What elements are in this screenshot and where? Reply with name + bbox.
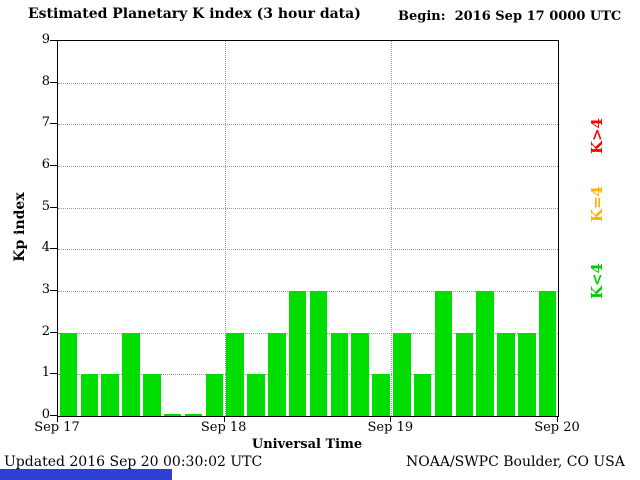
x-tick-mark [557, 416, 558, 422]
y-tick-mark [50, 415, 57, 416]
y-tick-mark [50, 81, 57, 83]
kp-bar [476, 291, 494, 416]
kp-bar [163, 414, 182, 416]
plot-area [57, 40, 559, 417]
kp-bar [143, 374, 161, 416]
x-axis-label: Universal Time [251, 437, 363, 452]
kp-bar [59, 332, 78, 416]
gridline-v [224, 41, 226, 416]
y-tick-label: 3 [41, 282, 50, 297]
kp-bar [80, 374, 98, 416]
y-tick-label: 9 [41, 32, 50, 47]
kp-bar [434, 291, 453, 416]
gridline-h [58, 374, 558, 376]
y-tick-mark [50, 331, 57, 333]
gridline-h [58, 291, 558, 292]
y-tick-label: 6 [41, 157, 50, 172]
x-tick-label: Sep 18 [200, 420, 247, 435]
kp-bar [101, 374, 119, 416]
kp-bar [247, 374, 265, 416]
kp-bar [372, 374, 390, 416]
gridline-h [58, 124, 558, 126]
status-strip [0, 469, 172, 480]
kp-bar [518, 332, 536, 416]
y-tick-label: 8 [41, 73, 50, 89]
chart-title: Estimated Planetary K index (3 hour data… [28, 6, 361, 22]
kp-bar [497, 332, 515, 416]
x-tick-label: Sep 20 [534, 420, 580, 435]
gridline-v [391, 41, 393, 416]
kp-bar [184, 414, 203, 416]
y-tick-mark [50, 290, 57, 291]
y-tick-label: 0 [41, 407, 50, 422]
y-tick-label: 1 [41, 365, 50, 381]
gridline-h [58, 207, 558, 209]
y-tick-mark [50, 373, 57, 375]
updated-timestamp: Updated 2016 Sep 20 00:30:02 UTC [4, 454, 263, 470]
kp-bar [393, 332, 411, 416]
source-credit: NOAA/SWPC Boulder, CO USA [406, 454, 625, 470]
legend-k-eq-4: K=4 [588, 186, 606, 223]
y-tick-label: 4 [41, 240, 50, 256]
gridline-h [58, 249, 558, 251]
y-tick-label: 5 [41, 198, 50, 214]
legend-k-gt-4: K>4 [588, 118, 606, 155]
legend-k-lt-4: K<4 [588, 263, 606, 300]
begin-timestamp: Begin: 2016 Sep 17 0000 UTC [398, 9, 622, 24]
kp-bar [309, 291, 328, 416]
kp-bar [413, 374, 432, 416]
gridline-h [58, 82, 558, 84]
kp-bar [351, 332, 369, 416]
y-tick-mark [50, 165, 57, 166]
y-tick-label: 7 [41, 115, 50, 131]
kp-bar [205, 374, 223, 416]
y-tick-mark [50, 206, 57, 208]
x-tick-mark [390, 416, 392, 422]
y-axis-label: Kp index [12, 192, 28, 262]
kp-bar [538, 291, 557, 416]
kp-bar [330, 332, 348, 416]
gridline-h [58, 166, 558, 167]
kp-bar [268, 332, 286, 416]
kp-bar [288, 291, 307, 416]
y-tick-mark [50, 248, 57, 250]
y-tick-mark [50, 123, 57, 125]
x-tick-mark [223, 416, 225, 422]
x-tick-mark [57, 416, 58, 422]
kp-bar [455, 332, 473, 416]
x-tick-label: Sep 19 [367, 420, 414, 435]
y-tick-mark [50, 40, 57, 41]
kp-bar [122, 332, 140, 416]
x-tick-label: Sep 17 [34, 420, 80, 435]
gridline-h [58, 332, 558, 334]
kp-bar [226, 332, 244, 416]
y-tick-label: 2 [41, 323, 50, 339]
